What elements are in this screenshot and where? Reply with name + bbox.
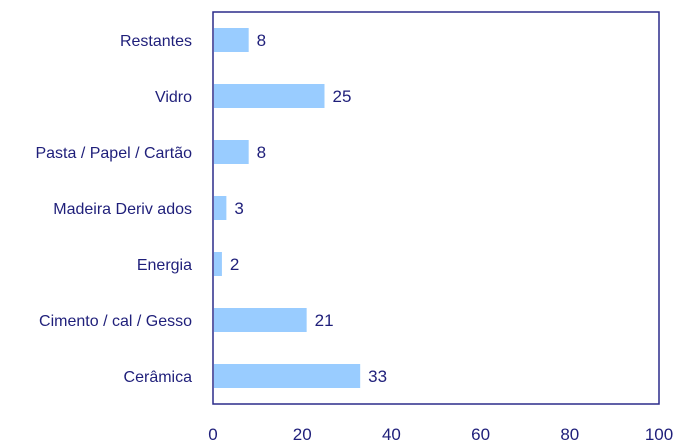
category-label: Vidro	[155, 89, 192, 106]
value-label: 21	[315, 311, 334, 330]
bar-5	[214, 308, 307, 332]
value-label: 8	[257, 31, 266, 50]
category-label: Restantes	[120, 33, 192, 50]
value-label: 25	[333, 87, 352, 106]
x-tick-label: 100	[645, 425, 673, 443]
value-label: 2	[230, 255, 239, 274]
value-label: 3	[234, 199, 243, 218]
bar-6	[214, 364, 361, 388]
category-label: Madeira Deriv ados	[53, 201, 192, 218]
x-tick-label: 40	[382, 425, 401, 443]
plot-frame	[212, 11, 660, 405]
bar-2	[214, 140, 249, 164]
category-label: Cimento / cal / Gesso	[39, 313, 192, 330]
x-axis-ticks: 0 20 40 60 80 100	[208, 425, 673, 443]
bars-group	[214, 28, 361, 388]
x-tick-label: 60	[471, 425, 490, 443]
category-labels: Restantes Vidro Pasta / Papel / Cartão Made…	[35, 33, 192, 386]
value-labels: 8 25 8 3 2 21 33	[230, 31, 387, 386]
bar-4	[214, 252, 222, 276]
x-tick-label: 20	[293, 425, 312, 443]
x-tick-label: 80	[560, 425, 579, 443]
category-label: Cerâmica	[124, 369, 193, 386]
bar-3	[214, 196, 227, 220]
bar-0	[214, 28, 249, 52]
value-label: 8	[257, 143, 266, 162]
category-label: Energia	[137, 257, 192, 274]
category-label: Pasta / Papel / Cartão	[35, 145, 192, 162]
value-label: 33	[368, 367, 387, 386]
bar-1	[214, 84, 325, 108]
x-tick-label: 0	[208, 425, 217, 443]
